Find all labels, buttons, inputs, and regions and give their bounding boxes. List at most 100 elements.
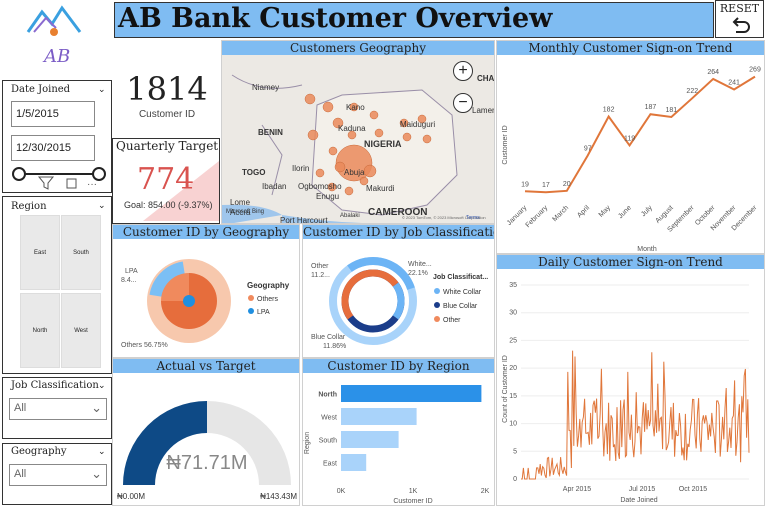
- chevron-down-icon: ⌄: [91, 400, 102, 415]
- region-bar-category: North: [318, 392, 337, 399]
- region-bar-category: South: [319, 438, 337, 445]
- chevron-down-icon[interactable]: ⌄: [98, 380, 106, 390]
- daily-y-tick: 25: [509, 337, 517, 344]
- job-donut-label: 11.2...: [311, 272, 330, 279]
- svg-text:Blue Collar: Blue Collar: [443, 303, 478, 310]
- geo-dropdown[interactable]: All ⌄: [9, 464, 107, 486]
- start-date-input[interactable]: 1/5/2015: [11, 101, 95, 127]
- map-label: Lamene: [472, 106, 495, 115]
- gauge-max: ₦143.43M: [260, 492, 297, 501]
- geo-donut-label: Others 56.75%: [121, 342, 168, 349]
- map-label: CAMEROON: [368, 207, 427, 218]
- reset-button[interactable]: RESET: [715, 0, 764, 38]
- job-donut-label: Blue Collar: [311, 334, 346, 341]
- map-label: Lome: [230, 198, 251, 207]
- daily-x-tick: Jul 2015: [629, 486, 656, 493]
- gauge-fill: [123, 401, 207, 485]
- daily-line: [521, 350, 750, 480]
- chevron-down-icon: ⌄: [91, 466, 102, 481]
- geo-slicer[interactable]: Geography ⌄ All ⌄: [2, 443, 112, 505]
- filter-icon: [37, 176, 55, 190]
- end-date-input[interactable]: 12/30/2015: [11, 135, 95, 161]
- job-donut-slice-other: [341, 269, 399, 320]
- daily-y-tick: 15: [509, 393, 517, 400]
- monthly-data-label: 119: [624, 135, 635, 142]
- monthly-data-label: 20: [563, 181, 571, 188]
- target-card: Quarterly Target 774 Goal: 854.00 (-9.37…: [112, 138, 220, 224]
- daily-x-tick: Apr 2015: [563, 486, 592, 493]
- job-donut-label: White...: [408, 261, 432, 268]
- monthly-data-label: 181: [666, 107, 678, 114]
- zoom-in-button[interactable]: +: [453, 61, 473, 81]
- job-donut-panel: Customer ID by Job Classification Other …: [302, 224, 495, 358]
- region-x-tick: 2K: [481, 488, 490, 495]
- monthly-data-label: 19: [521, 181, 529, 188]
- region-bar[interactable]: [341, 431, 399, 448]
- map-panel[interactable]: Customers Geography Niamey BENIN TOGO Ka…: [221, 40, 495, 224]
- region-bar-category: East: [323, 461, 337, 468]
- geo-legend-others: Others: [248, 295, 279, 303]
- region-tile-east[interactable]: East: [20, 215, 60, 290]
- job-slicer-title: Job Classification: [11, 380, 99, 391]
- region-bar[interactable]: [341, 385, 482, 402]
- geo-donut-chart: LPA 8.4... Others 56.75% Geography Other…: [121, 259, 290, 349]
- region-tile-south[interactable]: South: [61, 215, 101, 290]
- gauge-chart: ₦71.71M ₦0.00M ₦143.43M: [117, 401, 297, 501]
- map-label: Port Harcourt: [280, 216, 328, 224]
- region-tile-north[interactable]: North: [20, 293, 60, 368]
- date-slicer[interactable]: Date Joined ⌄ 1/5/2015 12/30/2015 ···: [2, 80, 112, 193]
- region-slicer-title: Region: [11, 201, 47, 212]
- map-label: Niamey: [252, 83, 279, 92]
- daily-y-tick: 30: [509, 310, 517, 317]
- job-dropdown[interactable]: All ⌄: [9, 398, 107, 420]
- chevron-down-icon[interactable]: ⌄: [98, 200, 106, 210]
- map-label: Makurdi: [366, 184, 395, 193]
- monthly-x-tick: February: [525, 204, 550, 229]
- monthly-data-label: 97: [584, 146, 592, 153]
- daily-y-tick: 20: [509, 365, 517, 372]
- svg-text:LPA: LPA: [257, 309, 270, 316]
- gauge-title: Actual vs Target: [113, 359, 299, 373]
- undo-icon: [732, 17, 750, 33]
- job-donut-chart: Other 11.2... White... 22.1% Blue Collar…: [311, 257, 488, 350]
- job-dropdown-value: All: [14, 402, 27, 414]
- map-canvas[interactable]: Niamey BENIN TOGO Kano Kaduna NIGERIA Ma…: [222, 55, 495, 224]
- map-label: BENIN: [258, 128, 283, 137]
- monthly-x-tick: June: [617, 204, 633, 220]
- daily-ylabel: Count of Customer ID: [502, 355, 509, 423]
- target-bg-triangle: [143, 161, 219, 221]
- title-bar: [114, 2, 714, 38]
- job-donut-label: 22.1%: [408, 270, 428, 277]
- region-bar[interactable]: [341, 408, 417, 425]
- geo-legend-lpa: LPA: [248, 308, 270, 316]
- job-legend-other: Other: [434, 316, 461, 324]
- kpi-value: 1814: [126, 70, 208, 108]
- monthly-data-label: 182: [603, 107, 615, 114]
- chevron-down-icon[interactable]: ⌄: [98, 446, 106, 456]
- monthly-x-tick: August: [654, 204, 674, 224]
- daily-y-tick: 5: [513, 448, 517, 455]
- gauge-panel: Actual vs Target ₦71.71M ₦0.00M ₦143.43M: [112, 358, 300, 506]
- chevron-down-icon[interactable]: ⌄: [98, 84, 106, 94]
- monthly-ylabel: Customer ID: [502, 125, 509, 164]
- date-range-slider[interactable]: ···: [9, 165, 111, 191]
- job-legend-white: White Collar: [434, 288, 482, 296]
- region-bar[interactable]: [341, 454, 367, 471]
- target-title: Quarterly Target: [116, 139, 219, 153]
- geo-donut-label: LPA: [125, 268, 138, 275]
- svg-text:AB: AB: [42, 46, 70, 67]
- geo-slicer-title: Geography: [11, 446, 67, 457]
- map-bubbles: [304, 93, 432, 196]
- map-terms-link[interactable]: Terms: [466, 215, 480, 221]
- monthly-title: Monthly Customer Sign-on Trend: [497, 41, 764, 55]
- geo-donut-slice-others-2: [161, 273, 189, 301]
- zoom-out-button[interactable]: −: [453, 93, 473, 113]
- monthly-data-label: 269: [749, 67, 761, 74]
- map-label: Maiduguri: [400, 120, 435, 129]
- job-slicer[interactable]: Job Classification ⌄ All ⌄: [2, 377, 112, 439]
- monthly-data-label: 241: [728, 79, 740, 86]
- map-label: Abalaki: [340, 213, 360, 219]
- region-tile-west[interactable]: West: [61, 293, 101, 368]
- region-slicer[interactable]: Region ⌄ East South North West: [2, 196, 112, 374]
- job-legend-blue: Blue Collar: [434, 302, 478, 310]
